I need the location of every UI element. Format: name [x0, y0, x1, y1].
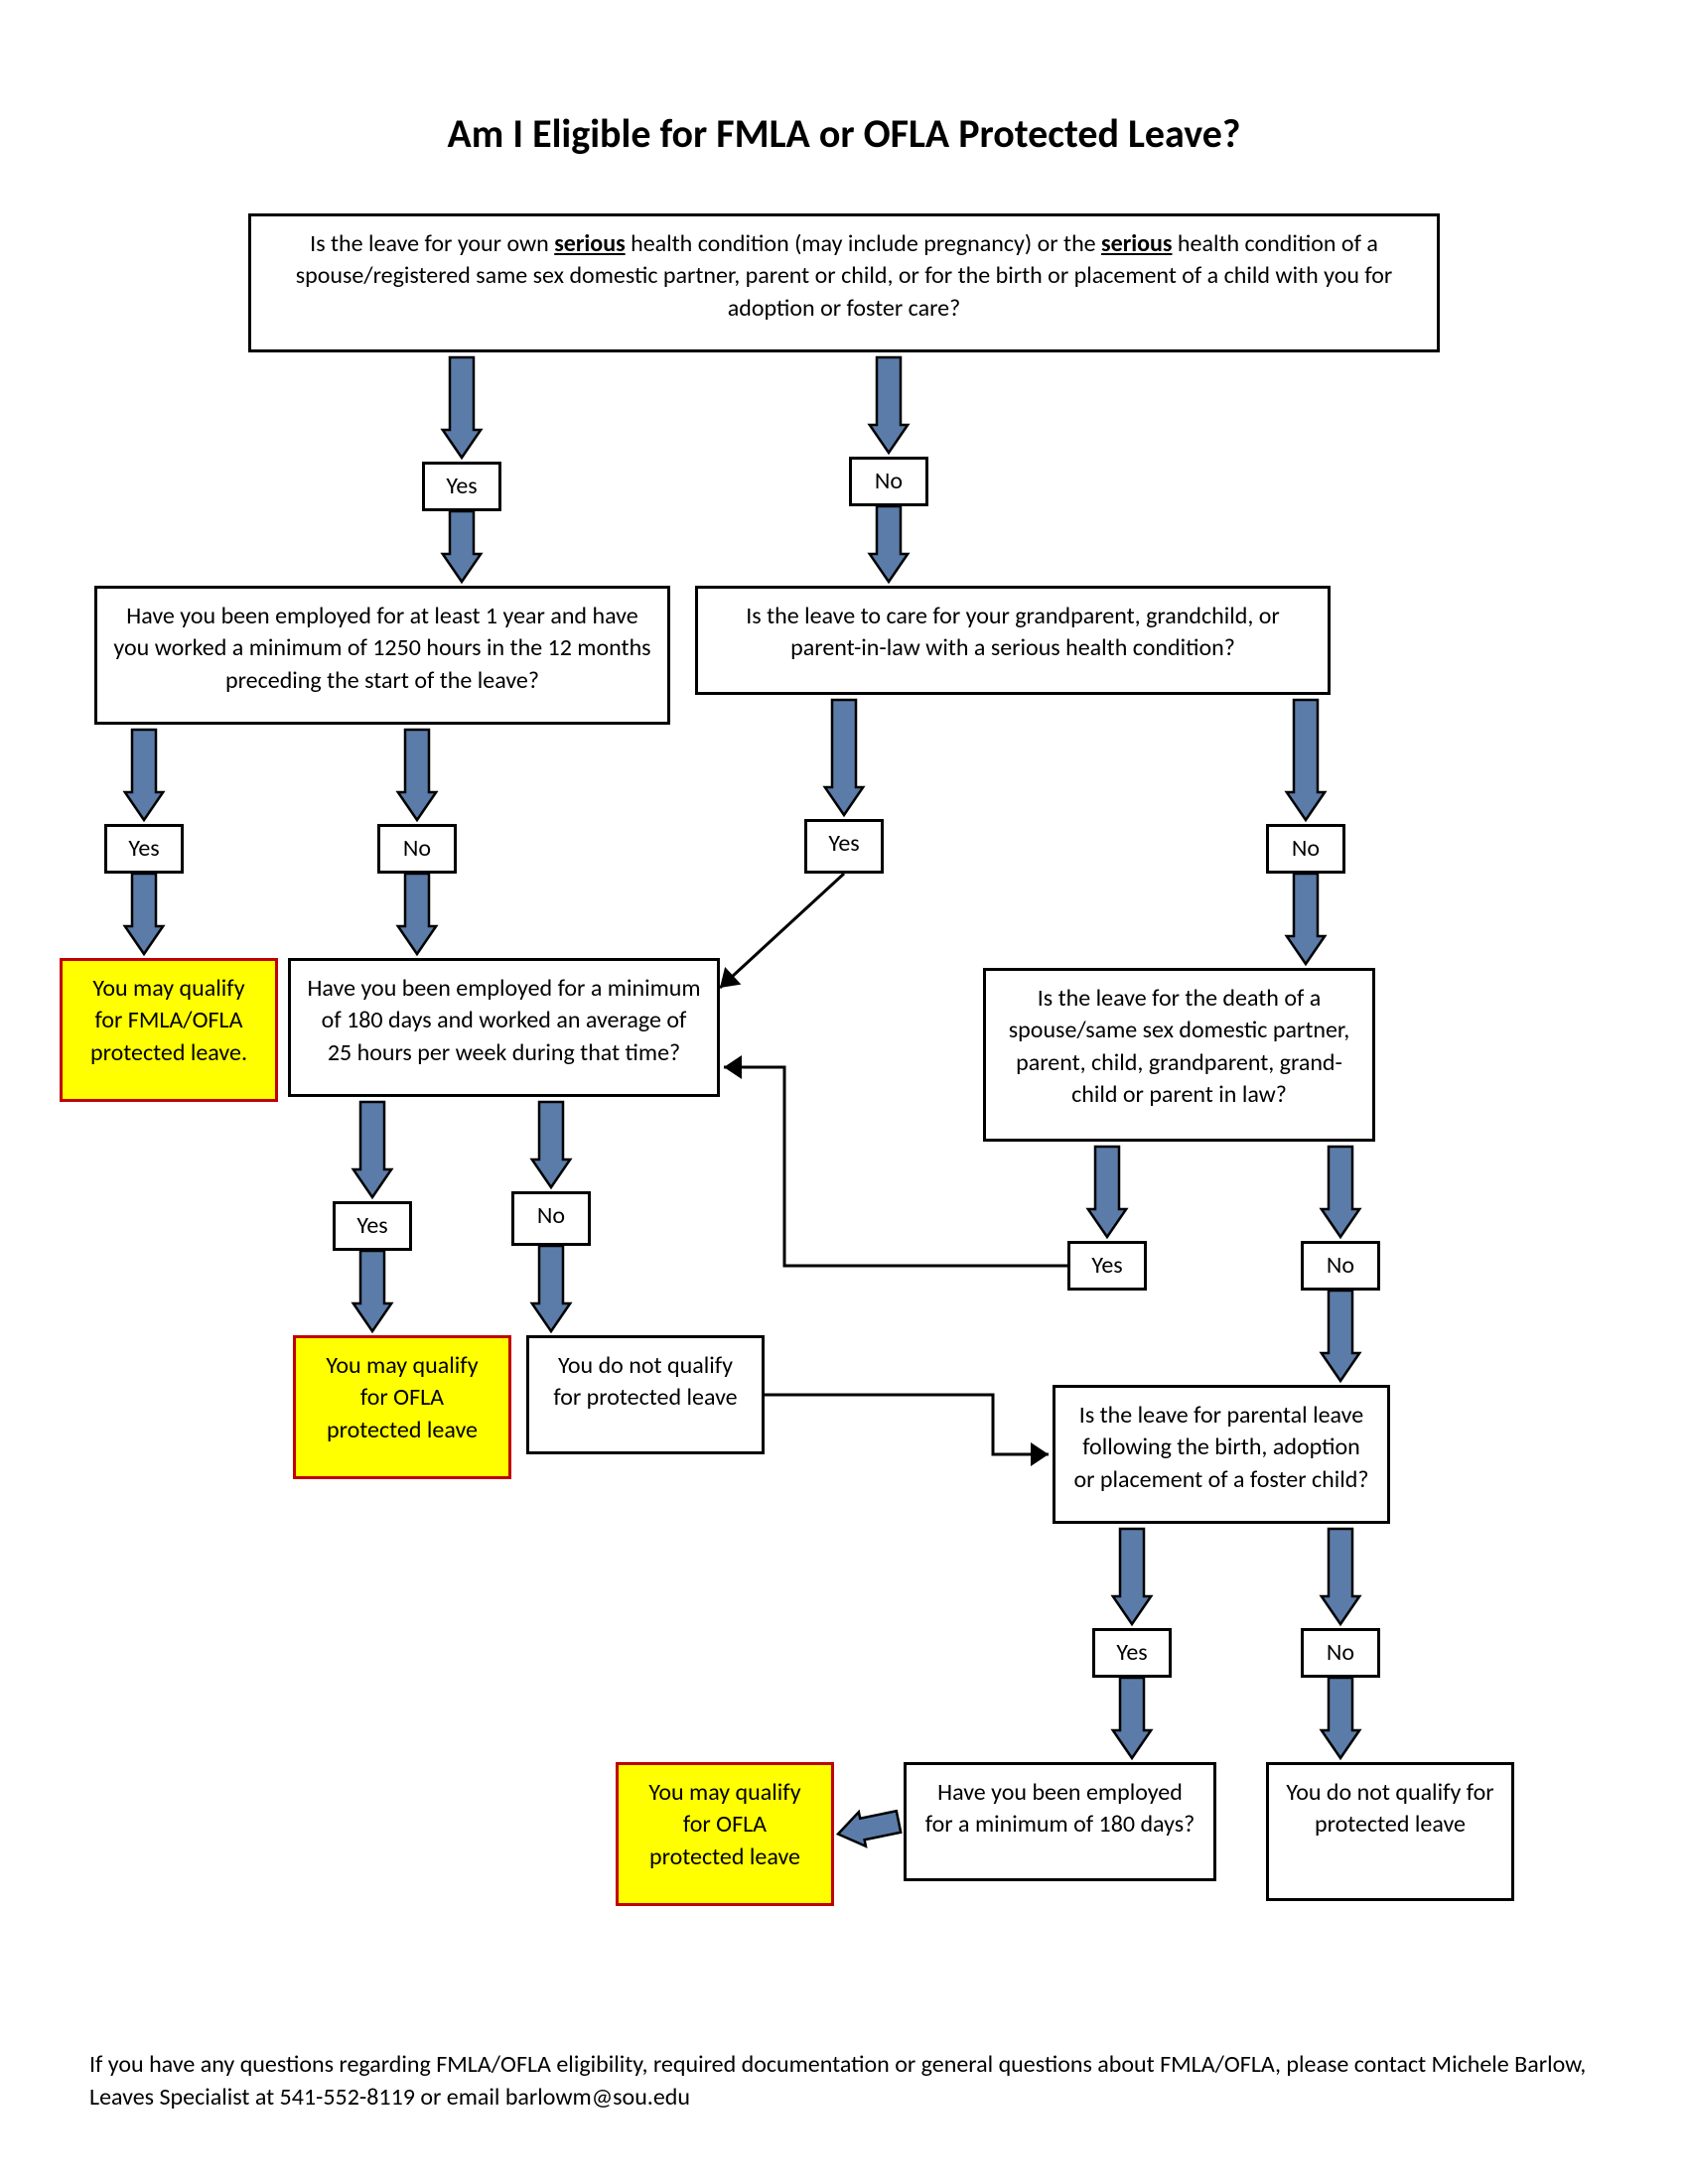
answer-yes-6: Yes [1092, 1628, 1172, 1678]
answer-no-5: No [1301, 1241, 1380, 1291]
page-title: Am I Eligible for FMLA or OFLA Protected… [0, 109, 1688, 158]
answer-no-6: No [1301, 1628, 1380, 1678]
result-no-qualify-1: You do not qualify for protected leave [526, 1335, 765, 1454]
answer-yes-5: Yes [1067, 1241, 1147, 1291]
question-4: Have you been employed for a minimum of … [288, 958, 720, 1097]
result-no-qualify-2: You do not qualify for protected leave [1266, 1762, 1514, 1901]
question-7: Have you been employed for a minimum of … [904, 1762, 1216, 1881]
answer-yes-1: Yes [422, 462, 501, 511]
question-1: Is the leave for your own serious health… [248, 213, 1440, 352]
question-3: Is the leave to care for your grandparen… [695, 586, 1331, 695]
result-fmla-ofla: You may qualify for FMLA/OFLA protected … [60, 958, 278, 1102]
footer-text: If you have any questions regarding FMLA… [89, 2048, 1599, 2115]
answer-yes-4: Yes [333, 1201, 412, 1251]
answer-yes-3: Yes [804, 819, 884, 874]
result-ofla-2: You may qualify for OFLA protected leave [616, 1762, 834, 1906]
answer-no-4: No [511, 1191, 591, 1246]
answer-no-1: No [849, 457, 928, 506]
answer-no-3: No [1266, 824, 1345, 874]
answer-yes-2: Yes [104, 824, 184, 874]
question-6: Is the leave for parental leave followin… [1053, 1385, 1390, 1524]
question-2: Have you been employed for at least 1 ye… [94, 586, 670, 725]
answer-no-2: No [377, 824, 457, 874]
result-ofla-1: You may qualify for OFLA protected leave [293, 1335, 511, 1479]
flowchart-page: Am I Eligible for FMLA or OFLA Protected… [0, 0, 1688, 2184]
question-5: Is the leave for the death of a spouse/s… [983, 968, 1375, 1142]
